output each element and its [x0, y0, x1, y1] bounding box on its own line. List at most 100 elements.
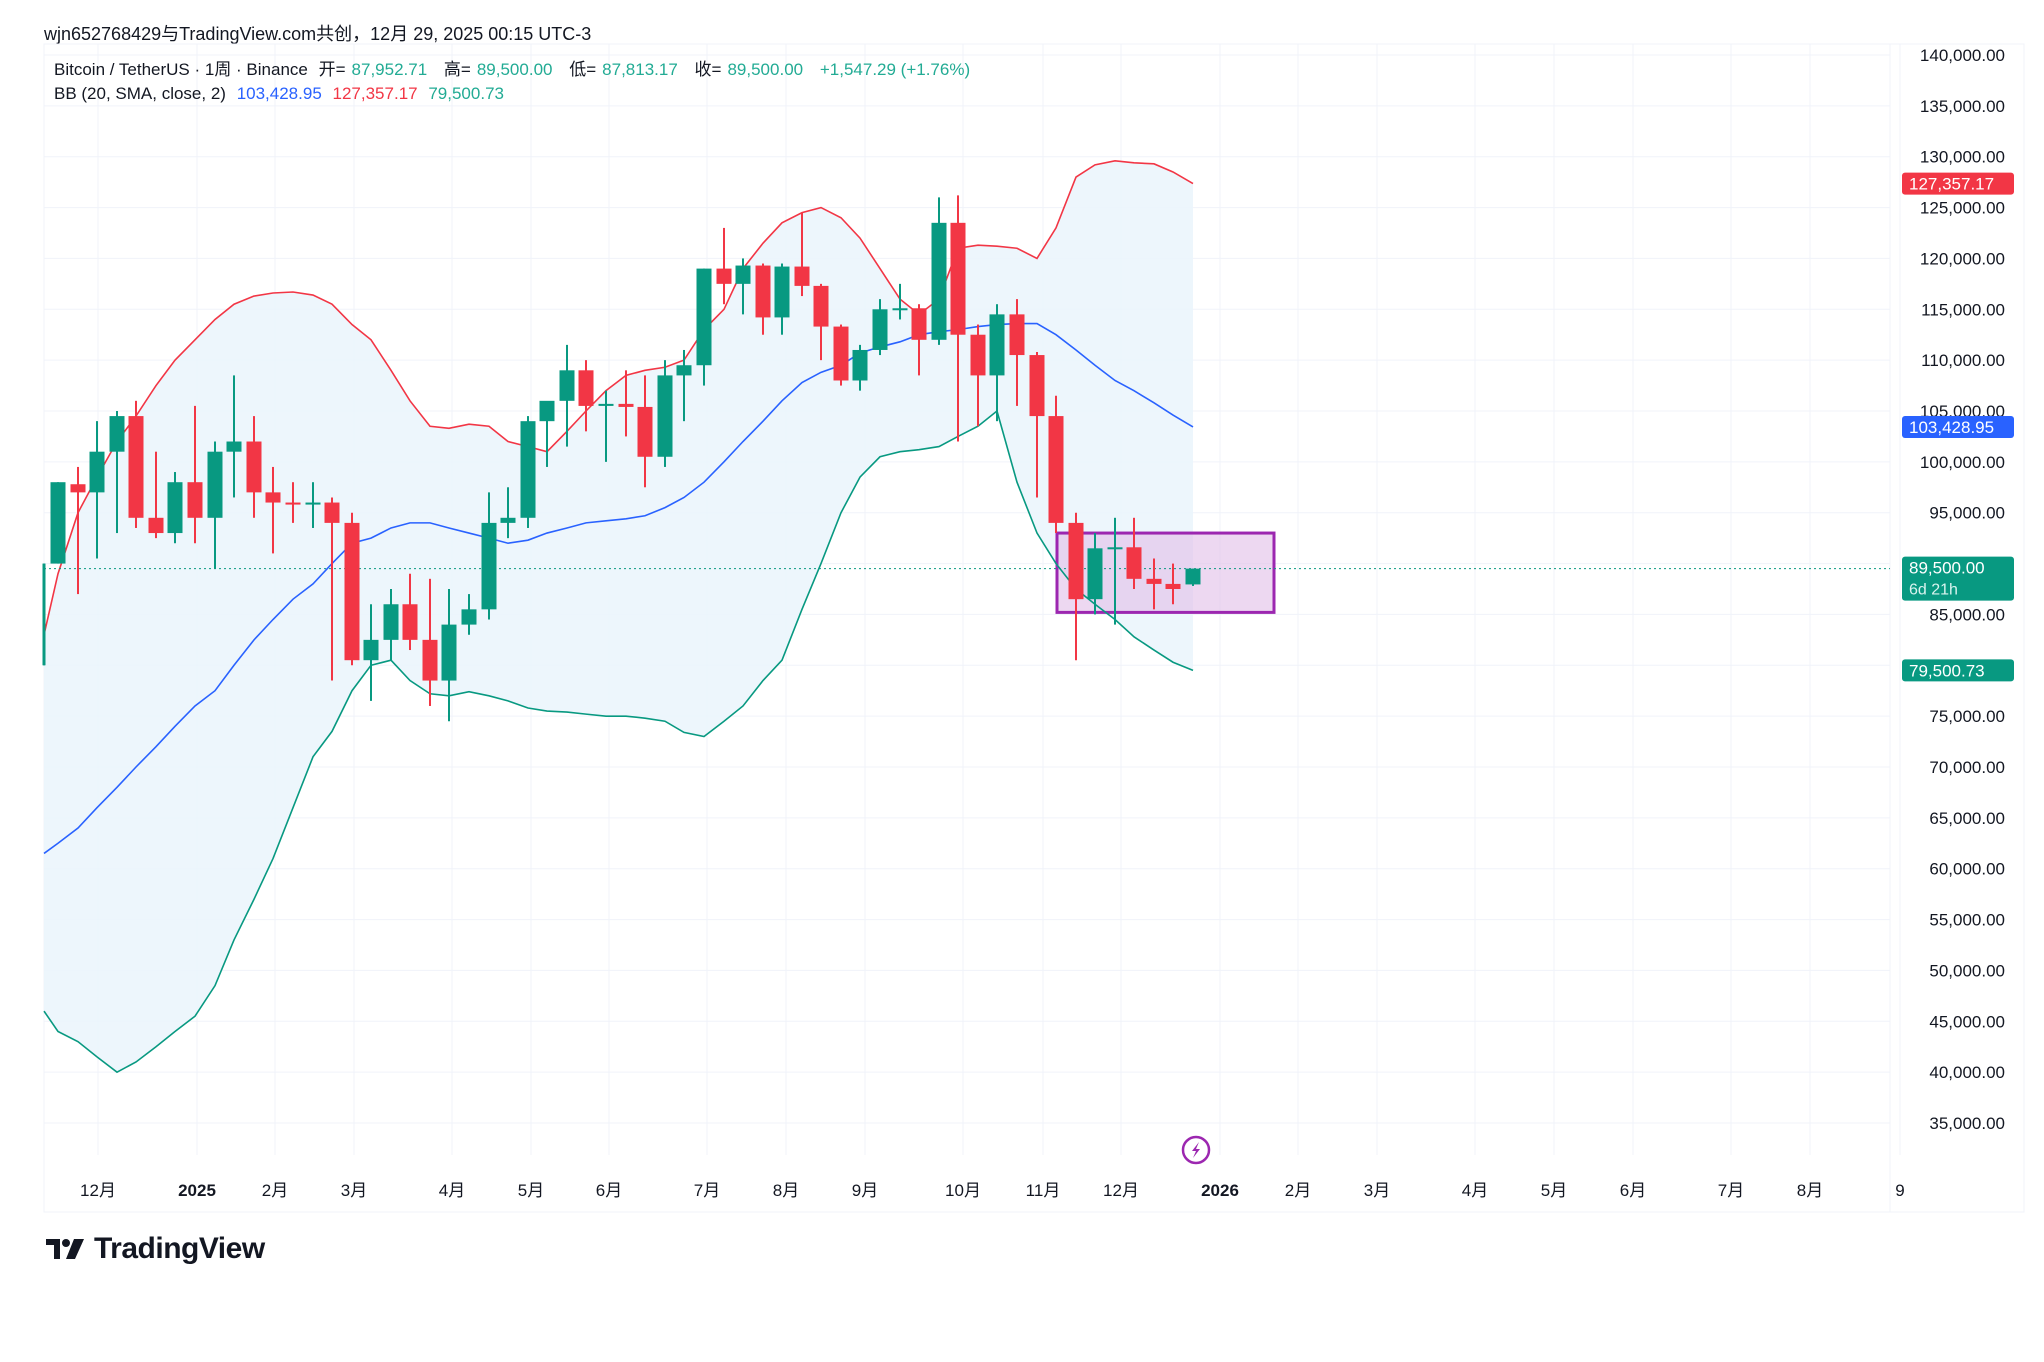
candle[interactable] [794, 212, 810, 297]
legend-bb-upper: 127,357.17 [332, 84, 418, 103]
lightning-icon [1192, 1142, 1200, 1158]
time-tick-label: 12月 [1103, 1181, 1139, 1200]
candle-body [167, 482, 183, 534]
candle[interactable] [1009, 299, 1025, 406]
candle[interactable] [1048, 395, 1064, 534]
candle[interactable] [363, 604, 379, 701]
candle-body [42, 563, 46, 666]
candle-body [402, 604, 418, 640]
candle[interactable] [755, 263, 771, 335]
candle[interactable] [735, 258, 751, 315]
candle[interactable] [1185, 568, 1201, 586]
candle-body [892, 308, 908, 311]
candle[interactable] [246, 416, 262, 518]
candle-body [383, 604, 399, 640]
candle[interactable] [422, 578, 438, 706]
candle[interactable] [344, 512, 360, 666]
candle[interactable] [578, 360, 594, 432]
time-tick-label: 4月 [439, 1181, 465, 1200]
candle[interactable] [1165, 563, 1181, 605]
candle[interactable] [50, 482, 66, 564]
candle[interactable] [970, 324, 986, 427]
candle[interactable] [324, 497, 340, 681]
candle[interactable] [128, 400, 144, 528]
price-tick-label: 100,000.00 [1920, 453, 2005, 472]
candles[interactable] [42, 195, 1201, 722]
candle[interactable] [520, 416, 536, 528]
time-tick-label: 4月 [1462, 1181, 1488, 1200]
candle[interactable] [70, 466, 86, 595]
candle[interactable] [911, 304, 927, 376]
time-tick-label: 8月 [1797, 1181, 1823, 1200]
candle[interactable] [598, 390, 614, 462]
candle[interactable] [931, 197, 947, 345]
candle[interactable] [481, 492, 497, 620]
price-tick-label: 65,000.00 [1929, 809, 2005, 828]
candle[interactable] [89, 421, 105, 559]
candle[interactable] [167, 472, 183, 544]
price-axis[interactable]: 140,000.00 135,000.00 130,000.00 125,000.00… [1920, 46, 2005, 1133]
candle-body [794, 266, 810, 286]
price-tick-label: 55,000.00 [1929, 911, 2005, 930]
candle[interactable] [383, 589, 399, 661]
time-tick-label: 10月 [945, 1181, 981, 1200]
candle[interactable] [461, 594, 477, 635]
candle[interactable] [285, 482, 301, 523]
candle[interactable] [1146, 558, 1162, 610]
candle-body [950, 222, 966, 335]
candle[interactable] [148, 451, 164, 539]
candle[interactable] [559, 344, 575, 447]
candle[interactable] [1126, 517, 1142, 589]
candle[interactable] [892, 283, 908, 320]
last-price-badge-text: 89,500.00 [1909, 559, 1985, 578]
candle-body [1009, 314, 1025, 356]
candle-body [207, 451, 223, 518]
candle[interactable] [950, 195, 966, 442]
candle[interactable] [1107, 517, 1123, 625]
candle[interactable] [657, 360, 673, 467]
candle[interactable] [187, 405, 203, 544]
candle[interactable] [676, 349, 692, 422]
lightning-event-icon[interactable] [1181, 1135, 1211, 1165]
candle[interactable] [716, 227, 732, 305]
candle[interactable] [226, 375, 242, 498]
legend-ohlc-row[interactable]: Bitcoin / TetherUS · 1周 · Binance 开= 87,9… [54, 58, 976, 82]
candle[interactable] [872, 299, 888, 356]
candle[interactable] [833, 324, 849, 386]
candle-body [441, 624, 457, 681]
candle[interactable] [1029, 352, 1045, 498]
bollinger-fill [44, 160, 1193, 1073]
candle[interactable] [207, 441, 223, 569]
tradingview-logo[interactable]: TradingView [46, 1232, 265, 1266]
candle-body [716, 268, 732, 284]
time-axis[interactable]: 12月 2025 2月 3月 4月 5月 6月 7月 8月 9月 10月 11月 12月 2026 2月 3月… [80, 1181, 1905, 1200]
candle[interactable] [1087, 533, 1103, 615]
candle[interactable] [637, 375, 653, 488]
legend-bb-row[interactable]: BB (20, SMA, close, 2) 103,428.95 127,35… [54, 82, 976, 106]
candle-body [852, 349, 868, 381]
candle[interactable] [109, 411, 125, 534]
candle[interactable] [265, 466, 281, 554]
candle[interactable] [774, 263, 790, 335]
candle[interactable] [402, 573, 418, 651]
candle[interactable] [500, 487, 516, 539]
candle[interactable] [696, 268, 712, 386]
candle[interactable] [618, 370, 634, 437]
candle[interactable] [305, 482, 321, 528]
price-tick-label: 125,000.00 [1920, 199, 2005, 218]
candle-body [109, 416, 125, 452]
candle-body [559, 370, 575, 401]
price-tick-label: 85,000.00 [1929, 605, 2005, 624]
candle[interactable] [42, 563, 46, 666]
candle-body [226, 441, 242, 452]
candle-body [1068, 522, 1084, 600]
candle[interactable] [989, 304, 1005, 422]
time-tick-label: 12月 [80, 1181, 116, 1200]
candle[interactable] [1068, 512, 1084, 661]
price-tick-label: 140,000.00 [1920, 46, 2005, 65]
candle[interactable] [539, 400, 555, 467]
candle[interactable] [441, 589, 457, 722]
price-chart[interactable]: 140,000.00 135,000.00 130,000.00 125,000.00… [0, 0, 2044, 1220]
candle[interactable] [813, 283, 829, 361]
candle[interactable] [852, 344, 868, 391]
